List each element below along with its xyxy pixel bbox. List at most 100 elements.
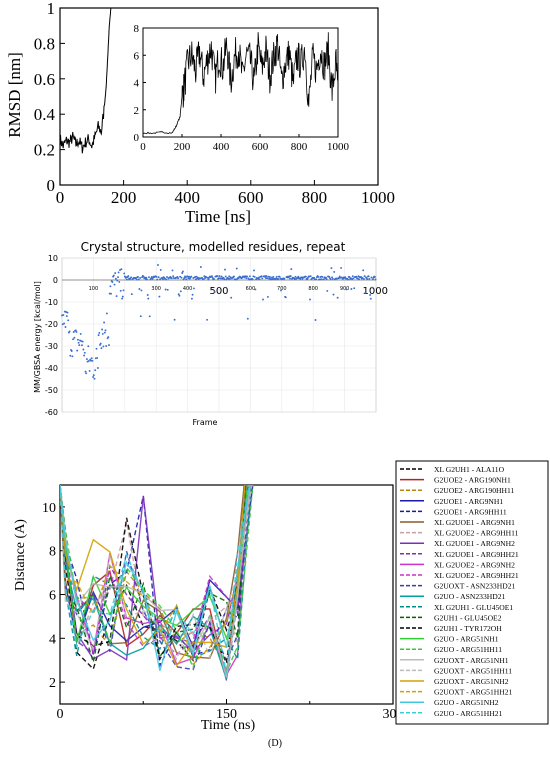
mmgbsa-point	[194, 275, 197, 278]
mmgbsa-point	[172, 277, 175, 280]
mmgbsa-point	[185, 278, 188, 281]
mmgbsa-point	[271, 278, 274, 280]
mmgbsa-point	[139, 315, 142, 318]
mmgbsa-point	[235, 278, 238, 281]
mmgbsa-point	[93, 377, 96, 380]
rmsd-y-tick-label: 0.8	[34, 34, 55, 53]
mmgbsa-point	[338, 275, 341, 278]
mmgbsa-point	[92, 374, 95, 377]
mmgbsa-point	[64, 326, 67, 328]
inset-plot-frame	[142, 27, 339, 138]
mmgbsa-point	[345, 288, 348, 291]
mmgbsa-point	[251, 278, 254, 281]
mmgbsa-point	[120, 268, 123, 271]
mmgbsa-point	[367, 275, 370, 278]
mmgbsa-point	[98, 331, 101, 334]
mmgbsa-point	[79, 332, 82, 335]
mmgbsa-point	[188, 275, 191, 278]
mmgbsa-point	[159, 278, 162, 281]
mmgbsa-point	[195, 275, 198, 278]
mmgbsa-point	[164, 288, 167, 291]
rmsd-x-tick-label: 1000	[361, 188, 395, 207]
mmgbsa-y-tick-label: -20	[45, 320, 58, 329]
mmgbsa-point	[331, 277, 334, 280]
mmgbsa-point	[265, 275, 268, 278]
inset-y-tick-label: 4	[134, 78, 140, 90]
mmgbsa-point	[317, 275, 320, 278]
mmgbsa-point	[277, 278, 280, 281]
legend-entry: G2UOXT - ARG51HH11	[434, 666, 512, 675]
mmgbsa-x-label: Frame	[193, 418, 218, 427]
mmgbsa-point	[258, 278, 261, 281]
mmgbsa-point	[161, 278, 164, 281]
mmgbsa-point	[370, 276, 373, 279]
legend-entry: G2UH1 - GLU45OE2	[434, 613, 502, 622]
mmgbsa-x-tick-label-small: 300	[151, 286, 161, 292]
mmgbsa-point	[230, 296, 233, 299]
mmgbsa-point	[204, 277, 206, 280]
mmgbsa-point	[306, 277, 309, 279]
mmgbsa-point	[84, 370, 87, 373]
mmgbsa-point	[90, 359, 92, 362]
rmsd-x-tick-label: 600	[238, 188, 264, 207]
mmgbsa-point	[104, 329, 107, 332]
mmgbsa-point	[225, 278, 228, 281]
mmgbsa-point	[332, 293, 335, 296]
mmgbsa-point	[179, 290, 182, 293]
mmgbsa-point	[76, 338, 79, 341]
rmsd-x-tick-label: 200	[111, 188, 137, 207]
legend-entry: XL G2UOE2 - ARG9HH11	[434, 529, 519, 538]
mmgbsa-point	[278, 275, 281, 278]
mmgbsa-point	[325, 278, 328, 281]
mmgbsa-point	[171, 269, 174, 272]
distance-series-line	[60, 485, 247, 656]
mmgbsa-point	[74, 329, 77, 332]
mmgbsa-point	[88, 369, 91, 372]
mmgbsa-point	[102, 345, 105, 348]
mmgbsa-point	[224, 268, 226, 271]
legend-entry: XL G2UOE1 - ARG9NH2	[434, 539, 515, 548]
distance-x-label: Time (ns)	[201, 718, 256, 733]
mmgbsa-y-tick-label: -30	[45, 342, 58, 351]
mmgbsa-point	[87, 359, 90, 362]
rmsd-x-label: Time [ns]	[185, 207, 251, 226]
mmgbsa-point	[158, 295, 161, 298]
mmgbsa-point	[191, 293, 194, 296]
distance-series-line	[60, 485, 247, 663]
mmgbsa-point	[244, 275, 247, 278]
mmgbsa-point	[148, 315, 151, 318]
mmgbsa-point	[118, 280, 121, 283]
rmsd-x-tick-label: 800	[302, 188, 328, 207]
mmgbsa-point	[192, 287, 195, 290]
mmgbsa-point	[145, 276, 148, 279]
mmgbsa-point	[275, 275, 278, 278]
mmgbsa-point	[91, 359, 94, 362]
mmgbsa-point	[347, 278, 349, 281]
mmgbsa-point	[148, 276, 150, 279]
mmgbsa-point	[195, 278, 197, 281]
mmgbsa-point	[246, 275, 249, 278]
mmgbsa-point	[369, 297, 372, 300]
mmgbsa-point	[127, 275, 130, 278]
mmgbsa-point	[109, 285, 112, 288]
mmgbsa-point	[217, 277, 220, 280]
inset-series-line	[142, 32, 339, 135]
mmgbsa-point	[83, 351, 86, 354]
distance-y-label: Distance (A)	[13, 519, 28, 591]
legend-entry: G2UOXT - ARG51NH2	[434, 677, 509, 686]
distance-y-tick-label: 2	[49, 676, 56, 691]
mmgbsa-point	[63, 322, 66, 325]
distance-series-line	[60, 485, 252, 662]
mmgbsa-point	[96, 367, 99, 369]
mmgbsa-point	[72, 338, 75, 341]
figure-caption: (D)	[268, 738, 282, 749]
mmgbsa-point	[178, 294, 181, 297]
mmgbsa-point	[99, 342, 102, 345]
mmgbsa-point	[268, 276, 271, 278]
mmgbsa-point	[78, 344, 81, 347]
mmgbsa-chart: Crystal structure, modelled residues, re…	[33, 240, 388, 427]
legend-entry: XL G2UOE1 - ARG9NH1	[434, 518, 515, 527]
mmgbsa-point	[264, 275, 267, 278]
mmgbsa-point	[139, 276, 142, 279]
